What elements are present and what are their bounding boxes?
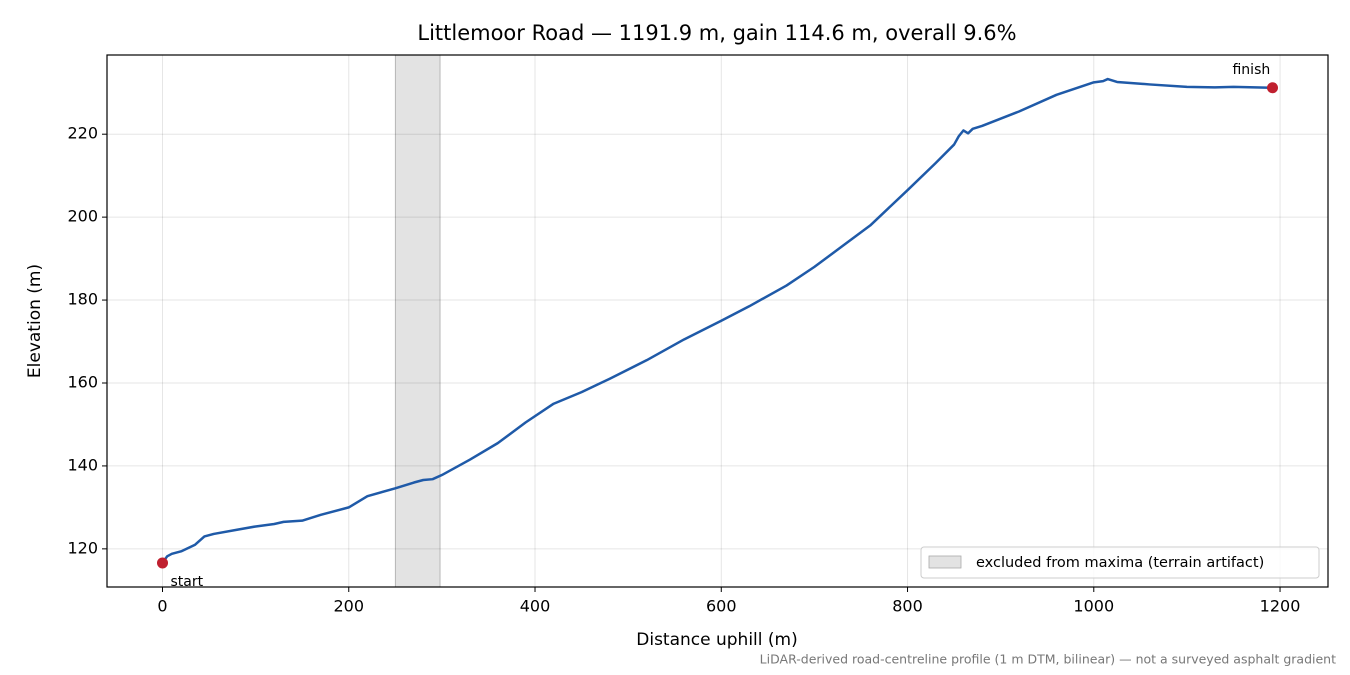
x-tick-label: 0	[157, 597, 167, 616]
x-tick-label: 200	[333, 597, 364, 616]
x-tick-label: 1200	[1260, 597, 1301, 616]
y-tick-label: 120	[67, 538, 98, 557]
y-tick-label: 140	[67, 455, 98, 474]
x-axis-label: Distance uphill (m)	[636, 630, 797, 650]
x-tick-label: 600	[706, 597, 737, 616]
axes-frame	[106, 54, 1329, 588]
endpoint-label: start	[171, 574, 204, 590]
endpoint-marker	[1266, 82, 1278, 94]
elevation-line	[161, 77, 1273, 564]
x-tick-label: 1000	[1073, 597, 1114, 616]
y-tick-label: 200	[67, 207, 98, 226]
chart-title: Littlemoor Road — 1191.9 m, gain 114.6 m…	[417, 21, 1016, 45]
excluded-span	[394, 54, 441, 588]
endpoint-marker	[157, 557, 169, 569]
y-axis-label: Elevation (m)	[25, 264, 45, 378]
y-tick-label: 220	[67, 124, 98, 143]
y-tick-label: 180	[67, 290, 98, 309]
x-tick-label: 400	[520, 597, 551, 616]
legend-box	[920, 546, 1320, 579]
legend-label: excluded from maxima (terrain artifact)	[976, 555, 1264, 571]
legend-swatch	[928, 555, 962, 569]
footnote: LiDAR-derived road-centreline profile (1…	[760, 652, 1336, 667]
endpoint-label: finish	[1232, 62, 1270, 78]
x-tick-label: 800	[892, 597, 923, 616]
y-tick-label: 160	[67, 372, 98, 391]
